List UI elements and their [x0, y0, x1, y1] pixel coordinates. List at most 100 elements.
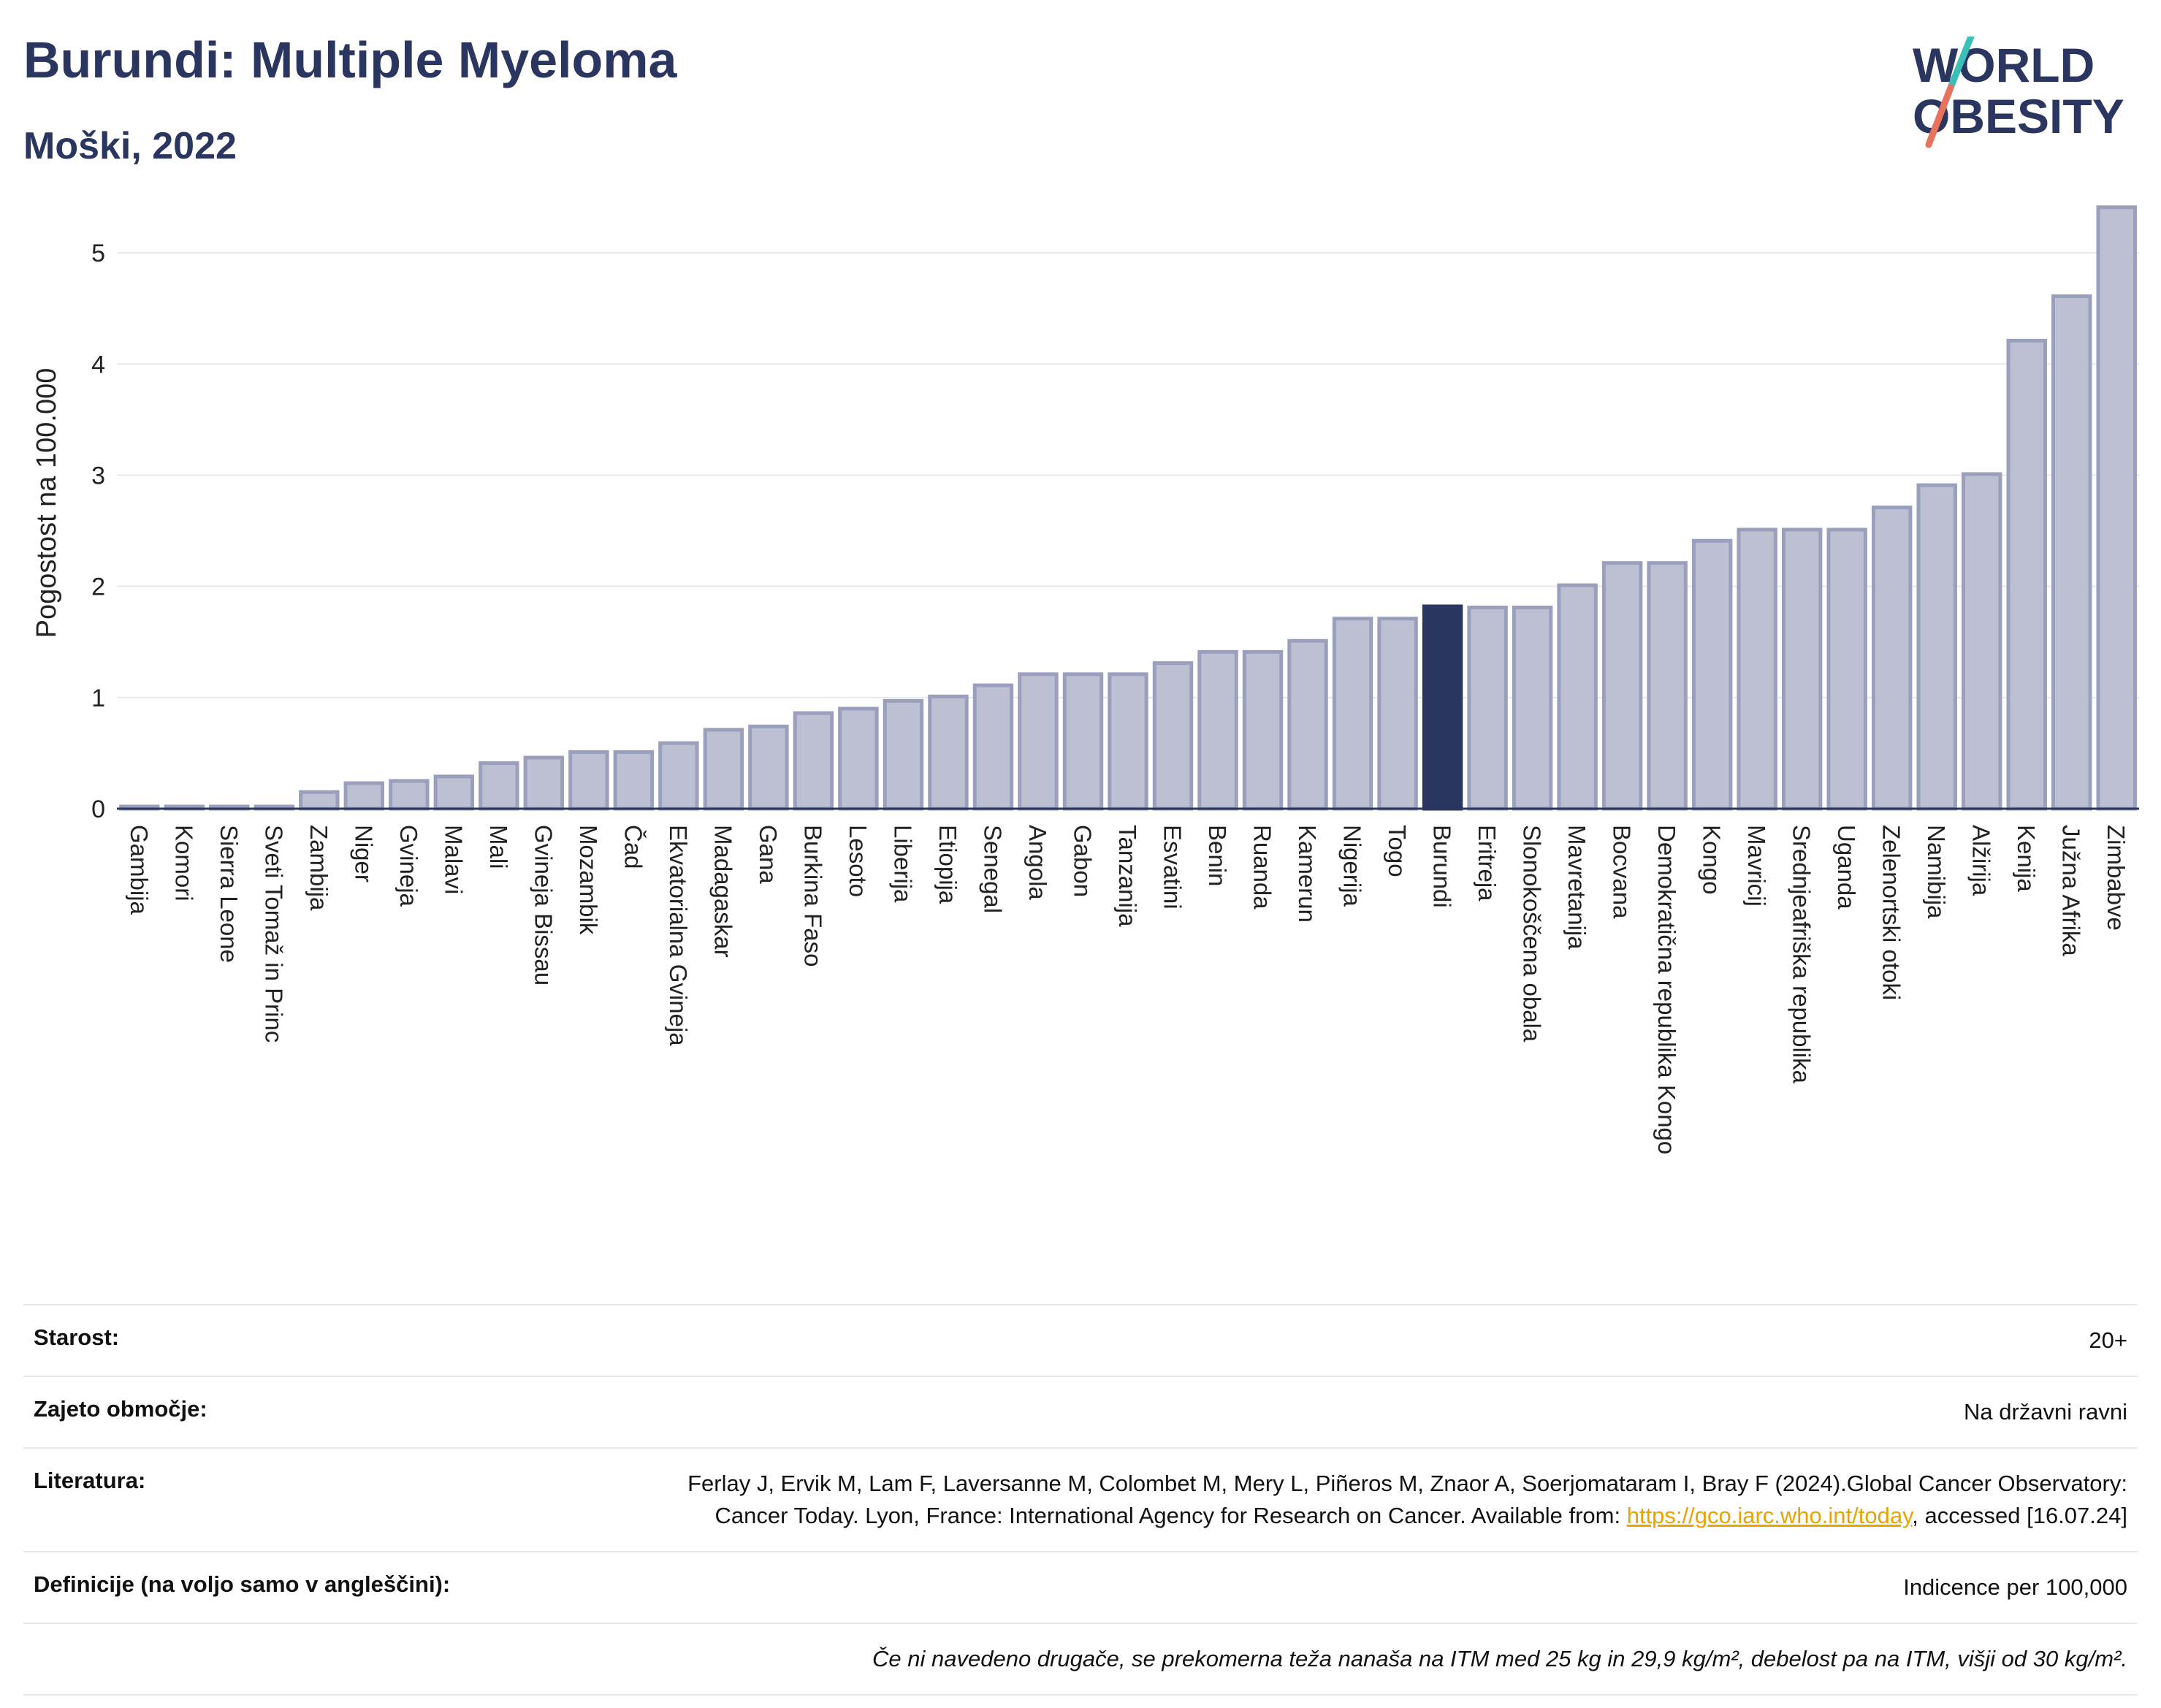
definitions-label: Definicije (na voljo samo v angleščini):: [34, 1571, 451, 1597]
bar[interactable]: [523, 755, 565, 811]
definitions-value: Indicence per 100,000: [1903, 1574, 2127, 1600]
y-tick-label: 1: [91, 685, 105, 712]
x-tick-label: Tanzanija: [1114, 825, 1141, 927]
x-tick-label: Benin: [1204, 825, 1231, 886]
page-subtitle: Moški, 2022: [23, 125, 237, 167]
x-tick-label: Čad: [620, 825, 647, 869]
bar[interactable]: [928, 694, 969, 811]
bar[interactable]: [299, 790, 340, 811]
bar[interactable]: [1961, 472, 2002, 811]
x-tick-label: Namibija: [1923, 825, 1950, 919]
x-tick-label: Lesoto: [845, 825, 872, 897]
x-tick-label: Zambija: [305, 825, 332, 911]
y-tick-label: 5: [91, 240, 105, 267]
obesity-note: Če ni navedeno drugače, se prekomerna te…: [872, 1646, 2127, 1671]
x-tick-label: Burkina Faso: [799, 825, 826, 967]
bar[interactable]: [1242, 649, 1284, 811]
x-tick-label: Niger: [350, 825, 377, 882]
bar[interactable]: [838, 706, 879, 811]
x-tick-label: Bocvana: [1609, 825, 1636, 919]
x-tick-label: Slonokoščena obala: [1519, 825, 1546, 1042]
y-tick-label: 0: [91, 796, 105, 823]
x-tick-label: Ekvatorialna Gvineja: [665, 825, 692, 1046]
bar[interactable]: [1512, 606, 1553, 811]
bar[interactable]: [1152, 661, 1194, 811]
x-tick-label: Gambija: [126, 825, 153, 915]
x-tick-label: Alžirija: [1968, 825, 1995, 896]
bar[interactable]: [1691, 538, 1733, 811]
bar[interactable]: [658, 741, 699, 811]
logo-slash-coral: [1925, 84, 1954, 148]
x-tick-label: Zelenortski otoki: [1878, 825, 1905, 1000]
x-tick-label: Gvineja: [395, 825, 422, 907]
bar[interactable]: [703, 728, 744, 811]
y-tick-label: 3: [91, 462, 105, 489]
bar[interactable]: [613, 750, 655, 811]
x-tick-label: Eritreja: [1474, 825, 1501, 901]
metadata-table: Starost: 20+ Zajeto območje: Na državni …: [23, 1304, 2138, 1696]
x-tick-label: Kamerun: [1294, 825, 1321, 923]
logo-line-1: WORLD: [1913, 38, 2095, 92]
bar[interactable]: [1557, 583, 1598, 811]
bar[interactable]: [1332, 617, 1373, 811]
meta-row-age: Starost: 20+: [23, 1304, 2138, 1376]
bar[interactable]: [433, 774, 475, 811]
bar[interactable]: [1781, 527, 1823, 811]
bar[interactable]: [2006, 338, 2047, 811]
bar[interactable]: [883, 698, 924, 811]
x-tick-label: Kongo: [1699, 825, 1726, 894]
x-tick-label: Uganda: [1833, 825, 1860, 910]
bar[interactable]: [1871, 506, 1913, 811]
bar[interactable]: [1018, 672, 1059, 811]
age-label: Starost:: [34, 1324, 120, 1350]
bar[interactable]: [343, 781, 385, 811]
bar[interactable]: [1287, 638, 1328, 811]
bar[interactable]: [568, 750, 609, 811]
bar[interactable]: [479, 761, 519, 811]
x-tick-label: Burundi: [1429, 825, 1456, 908]
bar[interactable]: [793, 711, 834, 811]
y-tick-label: 4: [91, 351, 105, 378]
x-tick-label: Mavricij: [1743, 825, 1770, 907]
x-tick-label: Ruanda: [1249, 825, 1276, 910]
page-title: Burundi: Multiple Myeloma: [23, 31, 677, 88]
x-tick-label: Esvatini: [1159, 825, 1186, 910]
logo-slash-teal: [1947, 37, 1975, 91]
x-tick-label: Komori: [170, 825, 197, 901]
bar[interactable]: [389, 779, 430, 811]
bar[interactable]: [1467, 606, 1508, 811]
bar[interactable]: [748, 724, 789, 811]
bar[interactable]: [2051, 294, 2092, 811]
world-obesity-logo: WORLD OBESITY: [1913, 37, 2124, 148]
bar-chart: 0 1 2 3 4 5 Pogostost na 100.000 Gambija Komori S…: [31, 205, 2139, 1154]
meta-row-literature: Literatura: Ferlay J, Ervik M, Lam F, La…: [23, 1447, 2138, 1551]
bar[interactable]: [972, 683, 1014, 811]
bar[interactable]: [1826, 527, 1867, 811]
meta-row-area: Zajeto območje: Na državni ravni: [23, 1376, 2138, 1447]
x-tick-label: Liberija: [889, 825, 916, 903]
literature-link[interactable]: https://gco.iarc.who.int/today: [1626, 1503, 1913, 1528]
x-tick-label: Mavretanija: [1563, 825, 1590, 950]
x-tick-label: Madagaskar: [709, 825, 736, 958]
x-tick-label: Gvineja Bissau: [530, 825, 557, 985]
x-tick-label: Mali: [485, 825, 512, 869]
y-axis-label: Pogostost na 100.000: [31, 368, 62, 638]
x-tick-label: Demokratična republika Kongo: [1653, 825, 1680, 1154]
bar[interactable]: [1601, 561, 1643, 811]
bar[interactable]: [1062, 672, 1104, 811]
bar[interactable]: [2096, 205, 2137, 811]
x-tick-label: Zimbabve: [2103, 825, 2130, 931]
bar[interactable]: [1422, 604, 1463, 811]
literature-text-1: Ferlay J, Ervik M, Lam F, Laversanne M, …: [687, 1471, 2127, 1528]
bar[interactable]: [1916, 483, 1957, 811]
x-tick-label: Senegal: [979, 825, 1006, 913]
bar[interactable]: [1108, 672, 1148, 811]
x-tick-label: Mozambik: [575, 825, 602, 935]
bar[interactable]: [1197, 649, 1238, 811]
bar[interactable]: [1647, 561, 1688, 811]
literature-value: Ferlay J, Ervik M, Lam F, Laversanne M, …: [630, 1468, 2127, 1532]
x-tick-label: Gana: [755, 825, 782, 884]
bar[interactable]: [1377, 617, 1418, 811]
meta-row-definitions: Definicije (na voljo samo v angleščini):…: [23, 1551, 2138, 1623]
bar[interactable]: [1737, 527, 1777, 811]
